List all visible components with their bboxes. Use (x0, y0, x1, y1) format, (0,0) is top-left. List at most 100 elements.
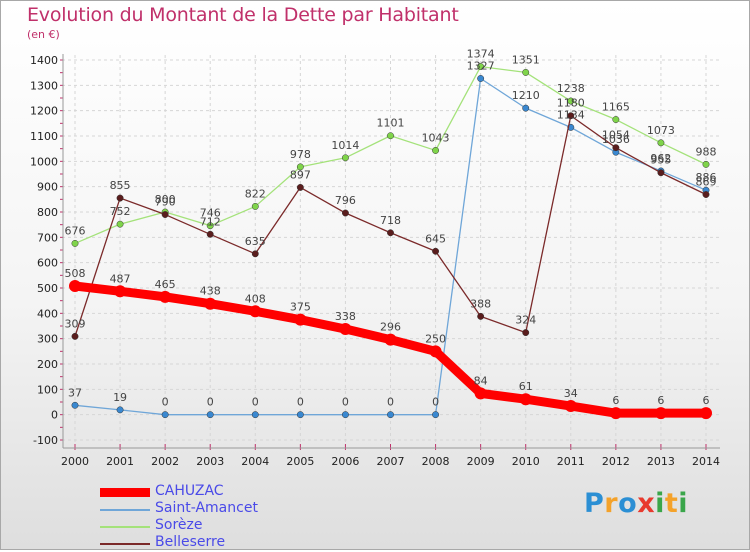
data-label-soreze: 1238 (557, 82, 585, 95)
data-label-cahuzac: 338 (335, 310, 356, 323)
data-label-belleserre: 712 (200, 215, 221, 228)
data-point-soreze (341, 154, 349, 162)
data-label-soreze: 988 (696, 145, 717, 158)
x-tick-label: 2010 (512, 455, 540, 468)
legend-label: Saint-Amancet (155, 500, 258, 516)
data-label-saint-amancet: 886 (696, 171, 717, 184)
data-point-cahuzac (204, 297, 217, 310)
data-point-cahuzac (69, 279, 81, 292)
data-label-soreze: 1101 (377, 117, 405, 130)
data-label-cahuzac: 6 (703, 394, 710, 407)
data-label-cahuzac: 61 (519, 380, 533, 393)
y-tick-label: 1300 (30, 79, 58, 92)
data-label-cahuzac: 375 (290, 301, 311, 314)
data-label-saint-amancet: 0 (342, 396, 349, 409)
data-point-belleserre (116, 194, 124, 202)
data-point-soreze (612, 116, 620, 123)
data-label-belleserre: 790 (155, 196, 176, 209)
data-point-cahuzac (654, 407, 667, 420)
data-label-cahuzac: 465 (155, 278, 176, 291)
data-point-cahuzac (294, 313, 307, 326)
data-point-belleserre (702, 191, 710, 198)
data-point-belleserre (387, 229, 394, 237)
y-tick-label: 800 (37, 206, 58, 219)
proxiti-logo: Proxiti (584, 488, 688, 519)
data-label-soreze: 1043 (422, 131, 450, 144)
data-label-saint-amancet: 0 (297, 396, 304, 409)
data-label-cahuzac: 84 (474, 374, 488, 387)
y-tick-label: 0 (51, 409, 58, 422)
data-label-belleserre: 1054 (602, 129, 630, 142)
y-tick-label: 600 (37, 257, 58, 270)
data-point-cahuzac (519, 393, 532, 406)
data-label-cahuzac: 34 (564, 387, 578, 400)
data-label-belleserre: 955 (650, 154, 671, 167)
data-label-belleserre: 796 (335, 194, 356, 207)
data-point-cahuzac (159, 290, 172, 303)
axes: -100010020030040050060070080090010001100… (30, 54, 720, 468)
data-label-saint-amancet: 0 (252, 396, 259, 409)
data-label-soreze: 1014 (331, 139, 359, 152)
data-point-belleserre (71, 332, 79, 340)
x-tick-label: 2009 (467, 455, 495, 468)
data-point-cahuzac (609, 407, 622, 420)
data-label-saint-amancet: 0 (432, 396, 439, 409)
data-label-saint-amancet: 962 (650, 152, 671, 165)
data-label-saint-amancet: 1036 (602, 133, 630, 146)
data-point-soreze (116, 220, 124, 228)
logo-letter: o (618, 488, 638, 519)
y-tick-label: 100 (37, 383, 58, 396)
data-point-belleserre (477, 312, 485, 320)
data-point-saint-amancet (341, 411, 349, 419)
data-point-saint-amancet (206, 411, 214, 419)
data-point-soreze (477, 63, 485, 71)
grid (62, 55, 720, 448)
data-label-belleserre: 324 (515, 314, 536, 327)
data-point-belleserre (341, 209, 349, 217)
data-point-soreze (432, 146, 440, 154)
legend-swatch (100, 526, 150, 528)
data-label-saint-amancet: 37 (68, 386, 82, 399)
x-tick-label: 2011 (557, 455, 585, 468)
x-tick-label: 2003 (196, 455, 224, 468)
data-point-cahuzac (384, 333, 397, 346)
x-tick-label: 2005 (286, 455, 314, 468)
data-point-cahuzac (474, 387, 487, 400)
data-label-soreze: 978 (290, 148, 311, 161)
data-point-saint-amancet (522, 104, 530, 112)
data-point-soreze (387, 132, 394, 140)
logo-letter: r (604, 488, 619, 519)
logo-letter: P (584, 488, 605, 519)
legend-label: CAHUZAC (155, 483, 224, 499)
chart-title: Evolution du Montant de la Dette par Hab… (27, 4, 459, 26)
data-label-belleserre: 1180 (557, 97, 585, 110)
data-point-saint-amancet (477, 75, 485, 82)
legend-swatch (100, 488, 150, 497)
data-point-belleserre (296, 183, 304, 191)
data-point-soreze (296, 163, 304, 171)
unit-label: (en €) (27, 28, 60, 41)
data-point-soreze (702, 160, 710, 168)
data-point-saint-amancet (251, 411, 259, 419)
x-tick-label: 2004 (241, 455, 269, 468)
x-tick-label: 2006 (331, 455, 359, 468)
x-tick-label: 2013 (647, 455, 675, 468)
y-tick-label: 500 (37, 282, 58, 295)
data-point-cahuzac (564, 400, 577, 413)
data-point-cahuzac (249, 305, 262, 318)
x-tick-label: 2012 (602, 455, 630, 468)
data-point-cahuzac (429, 345, 442, 358)
data-point-belleserre (612, 144, 620, 152)
data-label-belleserre: 869 (696, 176, 717, 189)
data-point-belleserre (432, 247, 440, 255)
x-tick-label: 2008 (422, 455, 450, 468)
data-label-saint-amancet: 0 (387, 396, 394, 409)
data-label-belleserre: 855 (110, 179, 131, 192)
y-tick-label: 1200 (30, 105, 58, 118)
data-label-cahuzac: 6 (657, 394, 664, 407)
data-point-soreze (657, 139, 665, 147)
data-label-cahuzac: 408 (245, 292, 266, 305)
data-label-saint-amancet: 1327 (467, 59, 495, 72)
